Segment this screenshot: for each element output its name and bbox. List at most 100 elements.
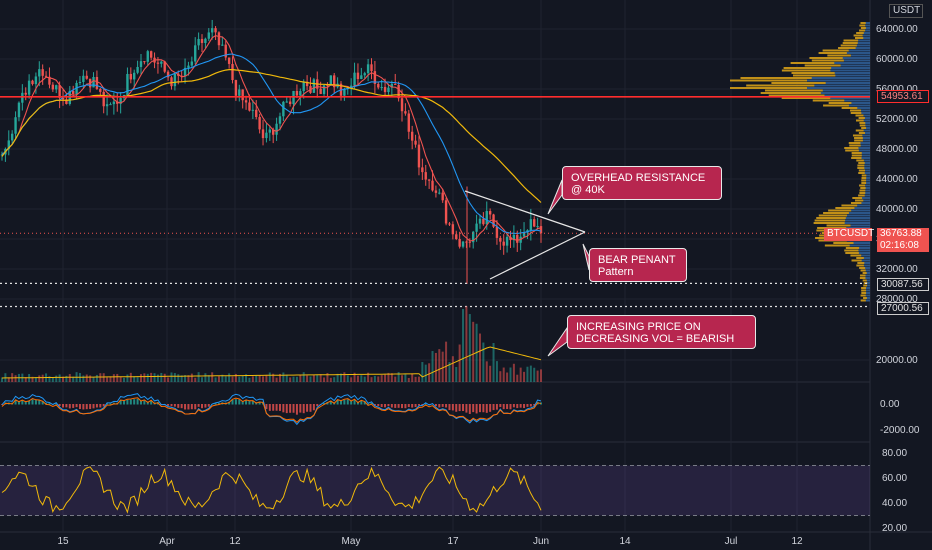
volume-profile-bar — [859, 122, 866, 124]
volume-profile-bar — [857, 167, 865, 169]
macd-histogram-bar — [55, 403, 58, 405]
volume-bar — [58, 374, 61, 382]
volume-profile-bar — [768, 94, 825, 97]
macd-histogram-bar — [167, 404, 170, 406]
macd-histogram-bar — [126, 399, 129, 405]
macd-histogram-bar — [58, 404, 61, 407]
volume-bar — [370, 377, 373, 382]
volume-bar — [384, 374, 387, 382]
volume-bar — [387, 372, 390, 382]
level-tag-54953[interactable]: 54953.61 — [877, 90, 929, 103]
ma-mid-line — [1, 53, 542, 235]
price-candle — [448, 223, 451, 225]
volume-profile-bar — [849, 144, 861, 147]
time-tick-label: 12 — [229, 536, 241, 547]
volume-profile-bar — [813, 222, 845, 224]
price-candle — [143, 61, 146, 63]
price-pane[interactable] — [0, 19, 870, 308]
current-price-tag[interactable]: 36763.88 — [877, 228, 929, 241]
macd-histogram-bar — [197, 404, 200, 407]
macd-histogram-bar — [384, 404, 387, 408]
macd-histogram-bar — [336, 399, 339, 405]
macd-histogram-bar — [299, 404, 302, 413]
volume-profile-bar — [838, 47, 856, 49]
volume-bar — [207, 375, 210, 382]
volume-bar — [485, 361, 488, 382]
macd-histogram-bar — [201, 404, 204, 409]
price-candle — [34, 76, 38, 85]
volume-bar — [139, 374, 142, 382]
price-candle — [319, 88, 322, 94]
macd-histogram-bar — [350, 400, 353, 405]
volume-bar — [411, 373, 414, 382]
pennant-drawing[interactable] — [464, 179, 590, 357]
volume-profile-bar — [746, 84, 815, 87]
price-candle — [468, 241, 472, 243]
volume-bar — [309, 376, 312, 382]
macd-histogram-bar — [38, 400, 41, 405]
price-candle — [163, 61, 166, 72]
volume-profile-bar — [783, 67, 832, 69]
time-axis[interactable]: 15 Apr 12 May 17 Jun 14 Jul 12 — [57, 536, 803, 547]
macd-histogram-bar — [62, 404, 65, 408]
annotation-volume[interactable]: INCREASING PRICE ON DECREASING VOL = BEA… — [567, 315, 756, 349]
macd-histogram-bar — [143, 400, 146, 405]
volume-profile-bar — [827, 54, 851, 57]
price-tick-label: 20000.00 — [876, 355, 918, 366]
volume-bar — [360, 375, 363, 382]
volume-bar — [24, 377, 27, 382]
macd-histogram-bar — [190, 404, 193, 410]
volume-profile-bar — [835, 207, 855, 209]
symbol-badge[interactable]: BTCUSDT — [824, 228, 874, 241]
price-candle — [394, 83, 397, 85]
volume-profile-bar — [860, 274, 866, 277]
volume-profile-bar — [828, 209, 852, 212]
price-candle — [173, 73, 177, 87]
annotation-pennant[interactable]: BEAR PENANT Pattern — [589, 248, 687, 282]
annotation-resistance[interactable]: OVERHEAD RESISTANCE @ 40K — [562, 166, 722, 200]
volume-profile-bar — [833, 242, 854, 244]
macd-histogram-bar — [102, 404, 105, 407]
volume-profile-bar — [858, 162, 865, 164]
volume-bar — [72, 376, 75, 382]
volume-profile-bar — [844, 249, 859, 252]
volume-profile-bar — [859, 184, 866, 187]
volume-bar — [394, 376, 397, 382]
macd-histogram-bar — [506, 404, 509, 410]
macd-histogram-bar — [316, 404, 319, 407]
macd-histogram-bar — [475, 404, 478, 414]
macd-histogram-bar — [207, 404, 210, 407]
price-candle — [329, 75, 333, 86]
macd-histogram-bar — [401, 404, 404, 409]
volume-bar — [184, 375, 187, 382]
macd-pane[interactable] — [1, 393, 542, 426]
macd-histogram-bar — [75, 404, 78, 408]
volume-bar — [339, 373, 342, 382]
level-tag-30087[interactable]: 30087.56 — [877, 278, 929, 291]
volume-bar — [540, 369, 542, 382]
price-candle — [71, 90, 75, 94]
volume-profile-bar — [760, 92, 821, 94]
volume-profile-bar — [792, 74, 836, 77]
price-tick-label: 48000.00 — [876, 144, 918, 155]
price-candle — [258, 117, 261, 130]
volume-profile-bar — [844, 147, 859, 149]
time-tick-label: May — [342, 536, 361, 547]
volume-profile-bar — [858, 194, 865, 197]
volume-bar — [353, 372, 356, 382]
volume-profile-bar — [859, 277, 866, 279]
macd-histogram-bar — [194, 404, 197, 410]
macd-histogram-bar — [119, 400, 122, 405]
macd-histogram-bar — [451, 404, 454, 411]
rsi-pane[interactable] — [0, 465, 870, 516]
volume-bar — [133, 376, 136, 382]
volume-profile-bar — [828, 102, 852, 104]
volume-profile-bar — [861, 177, 867, 179]
macd-histogram-bar — [367, 403, 370, 405]
volume-bar — [187, 375, 190, 382]
price-candle — [512, 234, 516, 241]
price-candle — [271, 129, 275, 135]
level-tag-27000[interactable]: 27000.56 — [877, 302, 929, 315]
price-candle — [112, 101, 116, 105]
